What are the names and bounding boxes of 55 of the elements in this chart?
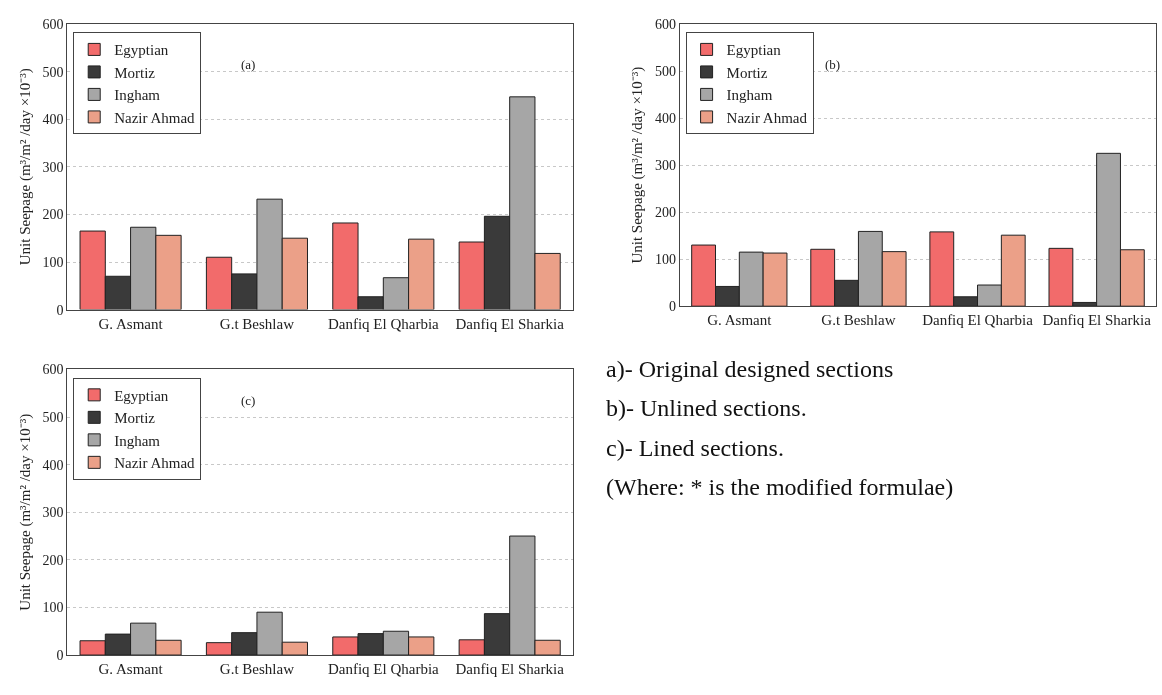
y-tick-label: 0 bbox=[56, 302, 64, 318]
legend-label: Nazir Ahmad bbox=[114, 109, 196, 126]
x-tick-label: Danfiq El Qharbia bbox=[327, 661, 440, 678]
y-tick-label: 400 bbox=[42, 457, 64, 473]
x-tick-label: Danfiq El Qharbia bbox=[327, 315, 440, 332]
y-tick-label: 0 bbox=[56, 647, 64, 663]
x-tick-label: G.t Beshlaw bbox=[821, 312, 896, 329]
legend-label: Nazir Ahmad bbox=[726, 109, 808, 126]
text: b)- Unlined sections. bbox=[606, 395, 807, 421]
y-tick-label: 200 bbox=[654, 205, 676, 221]
y-tick-label: 600 bbox=[654, 16, 676, 32]
legend-label: Nazir Ahmad bbox=[114, 455, 196, 472]
y-tick-label: 400 bbox=[42, 112, 64, 128]
y-tick-label: 100 bbox=[654, 252, 676, 268]
x-tick-label: G.t Beshlaw bbox=[219, 315, 295, 332]
y-axis-title: Unit Seepage (m³/m² /day ×10⁻³) bbox=[16, 68, 34, 266]
x-tick-label: G. Asmant bbox=[707, 312, 773, 329]
legend-label: Mortiz bbox=[114, 410, 156, 427]
legend-label: Mortiz bbox=[726, 64, 768, 81]
y-axis-title: Unit Seepage (m³/m² /day ×10⁻³) bbox=[16, 413, 34, 611]
text: a)- Original designed sections bbox=[606, 356, 894, 382]
x-tick-label: Danfiq El Sharkia bbox=[1042, 312, 1152, 329]
legend-label: Egyptian bbox=[114, 42, 169, 59]
y-tick-label: 300 bbox=[42, 159, 64, 175]
y-tick-label: 100 bbox=[42, 600, 64, 616]
x-tick-label: Danfiq El Qharbia bbox=[922, 312, 1034, 329]
y-tick-label: 100 bbox=[42, 254, 64, 270]
y-tick-label: 200 bbox=[42, 552, 64, 568]
text: c)- Lined sections. bbox=[606, 435, 784, 461]
x-tick-label: G.t Beshlaw bbox=[219, 661, 295, 678]
y-tick-label: 500 bbox=[42, 64, 64, 80]
y-tick-label: 600 bbox=[42, 16, 64, 32]
annotation: (b) bbox=[825, 57, 841, 72]
text: (Where: * is the modified formulae) bbox=[606, 474, 954, 500]
y-tick-label: 300 bbox=[654, 158, 676, 173]
y-tick-label: 200 bbox=[42, 207, 64, 223]
x-tick-label: G. Asmant bbox=[98, 315, 164, 332]
y-tick-label: 500 bbox=[42, 409, 64, 425]
legend-label: Mortiz bbox=[114, 64, 156, 81]
legend-label: Ingham bbox=[726, 87, 773, 104]
legend-label: Egyptian bbox=[726, 42, 782, 59]
legend-label: Egyptian bbox=[114, 387, 169, 404]
x-tick-label: G. Asmant bbox=[98, 661, 164, 678]
y-tick-label: 400 bbox=[654, 110, 676, 126]
y-tick-label: 500 bbox=[654, 63, 676, 79]
legend-label: Ingham bbox=[114, 87, 161, 104]
legend-label: Ingham bbox=[114, 432, 161, 449]
y-tick-label: 600 bbox=[42, 362, 64, 378]
annotation: (c) bbox=[241, 393, 256, 408]
x-tick-label: Danfiq El Sharkia bbox=[455, 315, 565, 332]
y-tick-label: 300 bbox=[42, 505, 64, 521]
x-tick-label: Danfiq El Sharkia bbox=[455, 661, 565, 678]
y-axis-title: Unit Seepage (m³/m² /day ×10⁻³) bbox=[629, 66, 647, 264]
annotation: (a) bbox=[241, 57, 256, 72]
y-tick-label: 0 bbox=[668, 299, 676, 315]
